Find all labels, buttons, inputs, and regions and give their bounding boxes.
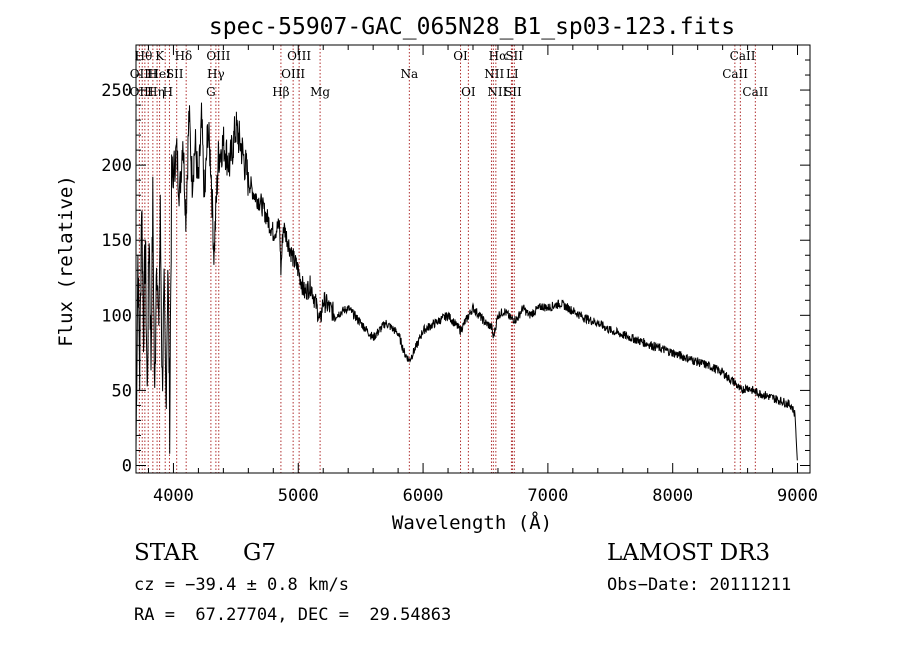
line-label: CaII <box>742 85 768 99</box>
line-label: Mg <box>310 85 330 99</box>
y-tick-label: 150 <box>101 231 132 251</box>
x-tick-label: 4000 <box>153 486 194 506</box>
y-axis-label: Flux (relative) <box>55 175 77 347</box>
line-label: CaII <box>730 49 756 63</box>
object-class: STAR <box>134 540 198 566</box>
line-label: OIII <box>281 67 305 81</box>
x-tick-label: 5000 <box>278 486 319 506</box>
line-label: HeI <box>149 67 172 81</box>
chart-title: spec-55907-GAC_065N28_B1_sp03-123.fits <box>209 14 735 40</box>
line-label: Hη <box>147 85 165 99</box>
line-label: Hγ <box>207 67 225 81</box>
line-label: SII <box>166 67 184 81</box>
line-label: Hδ <box>175 49 193 63</box>
line-label: CaII <box>722 67 748 81</box>
y-tick-label: 250 <box>101 81 132 101</box>
line-label: LI <box>506 67 519 81</box>
line-label: G <box>206 85 216 99</box>
line-label: SII <box>504 85 522 99</box>
line-label: H <box>163 85 173 99</box>
x-tick-label: 9000 <box>777 486 818 506</box>
line-label: Na <box>401 67 419 81</box>
line-label: NII <box>484 67 504 81</box>
emission-line-markers <box>138 45 756 473</box>
x-tick-label: 8000 <box>652 486 693 506</box>
line-label: SII <box>505 49 523 63</box>
line-label: Hβ <box>272 85 289 99</box>
line-label: OII <box>130 67 150 81</box>
line-label: K <box>155 49 165 63</box>
x-axis-label: Wavelength (Å) <box>392 511 552 534</box>
object-subclass: G7 <box>243 540 277 566</box>
coordinates: RA = 67.27704, DEC = 29.54863 <box>134 605 452 625</box>
line-label: OI <box>461 85 476 99</box>
plot-frame <box>135 44 811 474</box>
y-tick-label: 0 <box>122 456 132 476</box>
line-label: OIII <box>287 49 311 63</box>
line-label: Hθ <box>135 49 153 63</box>
y-tick-label: 50 <box>112 381 132 401</box>
spectrum-line <box>135 102 798 461</box>
y-axis: 0 50 100 150 200 250 <box>101 59 810 476</box>
x-tick-label: 6000 <box>403 486 444 506</box>
line-label: H <box>147 67 157 81</box>
x-tick-label: 7000 <box>527 486 568 506</box>
line-label: OI <box>453 49 468 63</box>
y-tick-label: 100 <box>101 306 132 326</box>
line-label: NII <box>487 85 507 99</box>
survey-name: LAMOST DR3 <box>607 540 771 566</box>
x-axis: 4000 5000 6000 7000 8000 9000 <box>147 45 818 506</box>
line-label: Hα <box>489 49 508 63</box>
y-tick-label: 200 <box>101 156 132 176</box>
line-label: OIII <box>206 49 230 63</box>
observation-date: Obs−Date: 20111211 <box>607 575 792 595</box>
redshift-cz: cz = −39.4 ± 0.8 km/s <box>134 575 349 595</box>
